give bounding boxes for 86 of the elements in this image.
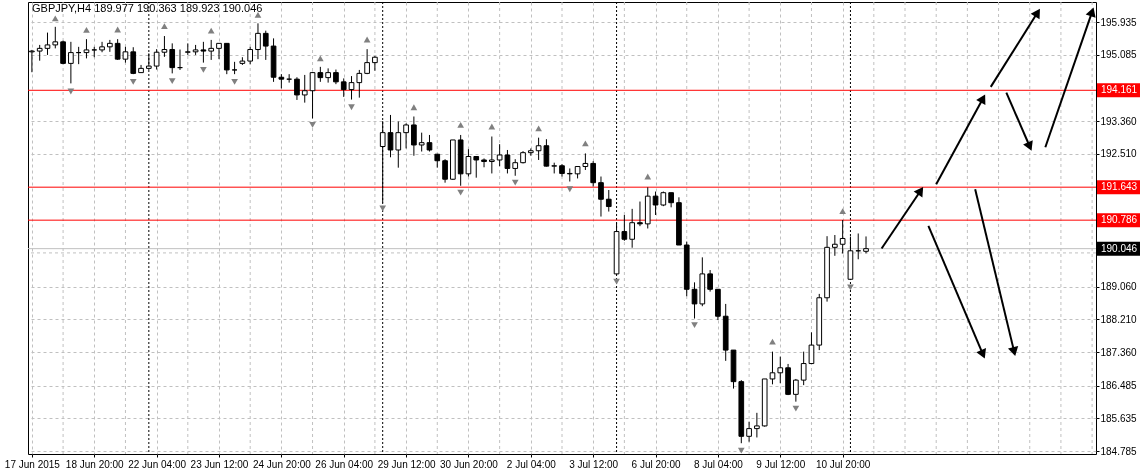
ref-line-label: 191.643 [1101,181,1138,193]
candlestick [325,67,331,84]
candlestick [44,32,51,56]
x-tick-label: 24 Jun 20:00 [252,458,312,470]
point [168,78,176,84]
point [582,140,589,147]
x-tick-label: 23 Jun 12:00 [190,458,249,470]
point [511,179,519,186]
y-tick-label: 188.210 [1100,313,1138,325]
candlestick [83,38,90,59]
candlestick [442,158,448,184]
point [691,322,698,328]
x-tick-label: 22 Jun 04:00 [128,458,187,470]
x-tick-label: 17 Jun 2015 [4,458,61,470]
point [410,104,418,111]
ref-line-label: 194.161 [1101,84,1138,96]
candlestick [372,55,378,72]
point [129,78,137,85]
candlestick [52,26,59,49]
candlestick [777,356,784,384]
candlestick [403,122,409,149]
point [457,122,465,128]
point [161,23,168,29]
y-tick-label: 187.360 [1100,346,1138,358]
chart-title: GBPJPY,H4 189.977 190.363 189.923 190.046 [32,2,263,14]
x-tick-label: 30 Jun 20:00 [440,458,499,470]
candlestick [605,189,612,213]
y-tick-label: 184.785 [1100,445,1138,457]
ref-line-label: 190.786 [1101,214,1138,226]
candlestick [590,160,597,188]
candlestick [637,201,643,227]
candlestick [489,136,495,174]
x-tick-label: 6 Jul 20:00 [631,458,681,470]
candlestick [262,30,269,61]
point [839,208,846,215]
candlestick [216,42,222,60]
x-tick-label: 18 Jun 20:00 [65,458,125,470]
x-tick-label: 2 Jul 04:00 [506,458,557,470]
candlestick [340,77,347,98]
candlestick [68,41,74,84]
ref-line-label: 190.046 [1101,242,1138,254]
point [457,189,465,196]
y-tick-label: 185.635 [1100,412,1138,424]
candlestick [481,157,487,168]
candlestick [301,74,308,104]
point [83,27,90,33]
x-tick-label: 10 Jul 20:00 [815,458,871,470]
point [200,67,207,73]
candlestick [208,39,215,61]
candlestick [395,120,402,169]
candlestick [294,76,300,101]
candlestick [629,208,635,249]
point [207,27,215,34]
candlestick [863,235,869,254]
candlestick [754,412,760,438]
x-tick-label: 8 Jul 04:00 [693,458,744,470]
point [231,78,238,85]
candlestick [746,421,752,443]
y-tick-label: 192.510 [1100,148,1138,160]
candlestick [387,114,394,158]
candlestick [99,41,105,53]
point [309,122,316,128]
candlestick [411,115,417,157]
candlestick [107,39,113,53]
candlestick [598,176,604,218]
x-tick-label: 3 Jul 12:00 [569,458,619,470]
y-tick-label: 189.060 [1100,281,1138,293]
candlestick [839,219,846,254]
point [348,104,355,111]
candlestick [707,269,713,293]
point [566,186,574,193]
candlestick [169,42,176,74]
candlestick [130,46,137,75]
point [847,284,854,291]
y-tick-label: 193.360 [1100,115,1138,127]
y-tick-label: 186.485 [1100,380,1138,392]
candlestick [473,155,480,179]
x-tick-label: 9 Jul 12:00 [756,458,806,470]
y-tick-label: 195.085 [1100,49,1138,61]
x-tick-label: 29 Jun 12:00 [377,458,436,470]
candlestick [255,22,261,60]
y-tick-label: 195.935 [1100,16,1138,28]
candlestick [832,234,838,257]
candlestick [364,48,370,75]
x-tick-label: 26 Jun 04:00 [315,458,374,470]
point [769,338,776,345]
